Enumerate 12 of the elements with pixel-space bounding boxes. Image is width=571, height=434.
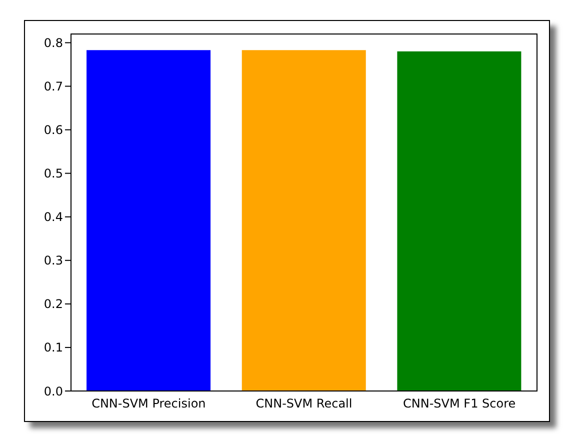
y-tick-label: 0.2 xyxy=(44,297,63,312)
y-tick-label: 0.1 xyxy=(44,340,63,355)
x-tick-label: CNN-SVM F1 Score xyxy=(403,396,516,411)
x-tick-label: CNN-SVM Recall xyxy=(256,396,352,411)
y-tick-label: 0.0 xyxy=(44,384,63,398)
y-tick-label: 0.5 xyxy=(44,166,63,181)
y-tick-label: 0.7 xyxy=(44,80,63,94)
y-tick-label: 0.6 xyxy=(44,123,63,138)
y-tick-label: 0.3 xyxy=(44,254,63,268)
y-tick-label: 0.4 xyxy=(44,210,63,224)
y-tick-label: 0.8 xyxy=(44,36,63,50)
x-tick-label: CNN-SVM Precision xyxy=(92,396,206,411)
